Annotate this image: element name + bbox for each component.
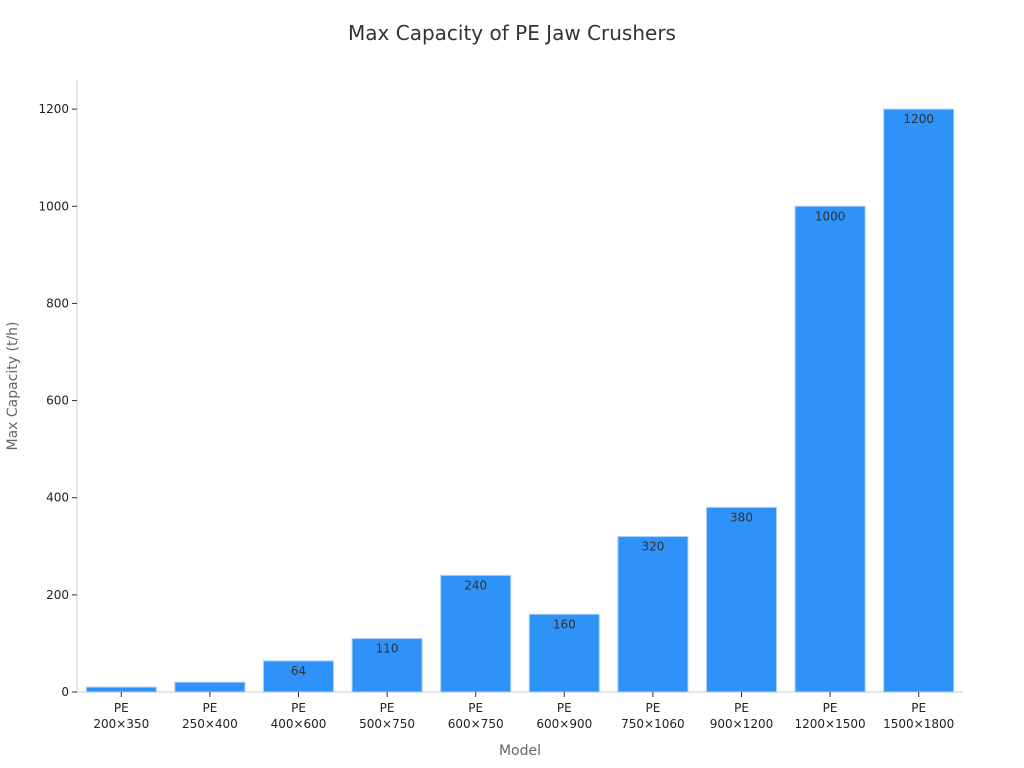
bar xyxy=(706,506,777,693)
bar-value-label: 110 xyxy=(376,642,399,656)
x-tick-label-line1: PE xyxy=(291,701,306,715)
bar-value-label: 320 xyxy=(641,540,664,554)
bar-value-label: 1200 xyxy=(903,112,934,126)
bar xyxy=(440,574,512,693)
x-tick-label-line2: 200×350 xyxy=(93,717,149,731)
bar xyxy=(528,613,600,693)
x-tick-label-line1: PE xyxy=(380,701,395,715)
x-tick-label-line2: 900×1200 xyxy=(710,717,774,731)
bar xyxy=(263,660,334,693)
x-tick-label-line2: 600×750 xyxy=(448,717,504,731)
bar xyxy=(883,108,955,693)
bar xyxy=(351,638,423,693)
x-tick-label-line2: 400×600 xyxy=(271,717,327,731)
x-tick-label-line2: 600×900 xyxy=(536,717,592,731)
y-tick-label: 1000 xyxy=(38,199,69,213)
bar xyxy=(85,686,157,693)
x-tick-label-line1: PE xyxy=(468,701,483,715)
bar xyxy=(617,536,689,693)
x-tick-label-line2: 250×400 xyxy=(182,717,238,731)
y-tick-label: 200 xyxy=(46,588,69,602)
x-tick-label-line1: PE xyxy=(823,701,838,715)
x-tick-label-line1: PE xyxy=(734,701,749,715)
x-tick-label-line1: PE xyxy=(114,701,129,715)
x-tick-label-line2: 1500×1800 xyxy=(883,717,954,731)
x-tick-label-line1: PE xyxy=(202,701,217,715)
y-tick-label: 1200 xyxy=(38,102,69,116)
x-tick-label-line2: 1200×1500 xyxy=(795,717,866,731)
bar-value-label: 240 xyxy=(464,578,487,592)
y-tick-label: 0 xyxy=(61,685,69,699)
plot-area: 0 200 400 600 800 1000 1200 PE 200×350 PE 250×400 6… xyxy=(38,80,963,731)
bar xyxy=(794,205,866,693)
y-tick-label: 800 xyxy=(46,296,69,310)
x-tick-label-line2: 500×750 xyxy=(359,717,415,731)
y-axis-label: Max Capacity (t/h) xyxy=(5,321,21,450)
bar-value-label: 380 xyxy=(730,510,753,524)
bar-value-label: 1000 xyxy=(815,209,846,223)
chart-title: Max Capacity of PE Jaw Crushers xyxy=(348,21,676,45)
bar-value-label: 160 xyxy=(553,617,576,631)
x-tick-label-line1: PE xyxy=(645,701,660,715)
x-tick-label-line1: PE xyxy=(557,701,572,715)
bar xyxy=(174,681,246,693)
x-tick-label-line2: 750×1060 xyxy=(621,717,685,731)
y-tick-label: 600 xyxy=(46,394,69,408)
x-axis-label: Model xyxy=(499,743,541,759)
bar-value-label: 64 xyxy=(291,664,306,678)
x-tick-label-line1: PE xyxy=(911,701,926,715)
y-tick-label: 400 xyxy=(46,491,69,505)
